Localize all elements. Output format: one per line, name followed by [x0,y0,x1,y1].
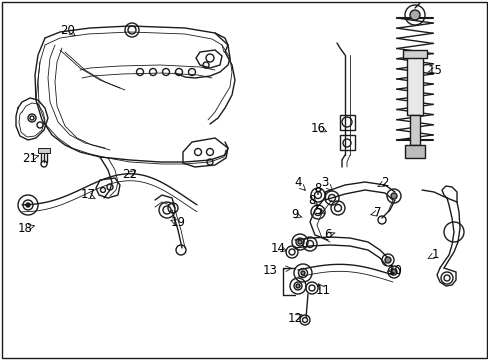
Text: 21: 21 [22,152,38,165]
Text: 14: 14 [270,242,285,255]
Polygon shape [404,145,424,158]
Polygon shape [38,148,50,153]
Circle shape [390,269,396,275]
Text: 8: 8 [307,194,315,207]
Text: 12: 12 [287,311,302,324]
Text: 5: 5 [314,203,321,216]
Text: 4: 4 [294,176,301,189]
Text: 18: 18 [18,221,32,234]
Text: 15: 15 [427,63,442,77]
Text: 16: 16 [310,122,325,135]
Text: 22: 22 [122,168,137,181]
Text: 6: 6 [324,229,331,242]
Text: 10: 10 [387,264,402,276]
Text: 20: 20 [61,23,75,36]
Text: 3: 3 [321,176,328,189]
Text: 2: 2 [381,176,388,189]
Circle shape [297,240,302,244]
Circle shape [301,271,305,275]
Text: 1: 1 [430,248,438,261]
Text: 8: 8 [314,181,321,194]
Polygon shape [406,55,422,115]
Circle shape [26,203,30,207]
Text: 13: 13 [262,264,277,276]
Circle shape [384,257,390,263]
Polygon shape [402,50,426,58]
Circle shape [295,284,299,288]
Text: 17: 17 [81,189,95,202]
Circle shape [409,10,419,20]
Text: 19: 19 [170,216,185,230]
Text: 7: 7 [373,207,381,220]
Text: 9: 9 [291,208,298,221]
Polygon shape [409,115,419,145]
Text: 11: 11 [315,284,330,297]
Circle shape [390,193,396,199]
